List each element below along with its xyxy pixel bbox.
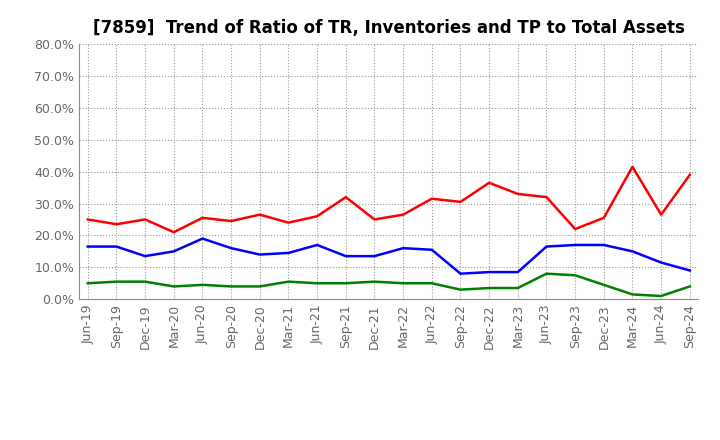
Trade Receivables xyxy=(370,217,379,222)
Inventories xyxy=(628,249,636,254)
Trade Receivables xyxy=(428,196,436,202)
Trade Payables xyxy=(628,292,636,297)
Trade Receivables xyxy=(485,180,493,185)
Inventories xyxy=(571,242,580,248)
Trade Payables xyxy=(370,279,379,284)
Title: [7859]  Trend of Ratio of TR, Inventories and TP to Total Assets: [7859] Trend of Ratio of TR, Inventories… xyxy=(93,19,685,37)
Trade Payables xyxy=(542,271,551,276)
Trade Payables xyxy=(485,286,493,291)
Trade Receivables xyxy=(542,194,551,200)
Trade Payables xyxy=(399,281,408,286)
Inventories xyxy=(341,253,350,259)
Inventories xyxy=(227,246,235,251)
Trade Payables xyxy=(141,279,150,284)
Trade Receivables xyxy=(198,215,207,220)
Trade Receivables xyxy=(513,191,522,197)
Trade Payables xyxy=(341,281,350,286)
Inventories xyxy=(657,260,665,265)
Trade Receivables xyxy=(169,230,178,235)
Line: Trade Receivables: Trade Receivables xyxy=(88,167,690,232)
Trade Payables xyxy=(198,282,207,287)
Trade Receivables xyxy=(256,212,264,217)
Inventories xyxy=(600,242,608,248)
Trade Payables xyxy=(657,293,665,299)
Inventories xyxy=(312,242,321,248)
Trade Receivables xyxy=(84,217,92,222)
Inventories xyxy=(284,250,293,256)
Inventories xyxy=(84,244,92,249)
Inventories xyxy=(485,269,493,275)
Trade Payables xyxy=(513,286,522,291)
Trade Payables xyxy=(685,284,694,289)
Trade Receivables xyxy=(399,212,408,217)
Trade Receivables xyxy=(600,215,608,220)
Trade Payables xyxy=(456,287,465,292)
Trade Receivables xyxy=(341,194,350,200)
Inventories xyxy=(169,249,178,254)
Trade Payables xyxy=(256,284,264,289)
Inventories xyxy=(428,247,436,253)
Trade Payables xyxy=(600,282,608,287)
Inventories xyxy=(513,269,522,275)
Trade Receivables xyxy=(312,214,321,219)
Inventories xyxy=(198,236,207,241)
Trade Receivables xyxy=(571,226,580,231)
Trade Receivables xyxy=(284,220,293,225)
Trade Payables xyxy=(312,281,321,286)
Inventories xyxy=(256,252,264,257)
Line: Inventories: Inventories xyxy=(88,238,690,274)
Trade Receivables xyxy=(628,164,636,169)
Inventories xyxy=(370,253,379,259)
Inventories xyxy=(141,253,150,259)
Inventories xyxy=(399,246,408,251)
Trade Receivables xyxy=(657,212,665,217)
Legend: Trade Receivables, Inventories, Trade Payables: Trade Receivables, Inventories, Trade Pa… xyxy=(156,438,622,440)
Trade Payables xyxy=(284,279,293,284)
Inventories xyxy=(456,271,465,276)
Line: Trade Payables: Trade Payables xyxy=(88,274,690,296)
Trade Receivables xyxy=(685,172,694,177)
Trade Payables xyxy=(571,273,580,278)
Trade Receivables xyxy=(112,222,121,227)
Trade Receivables xyxy=(141,217,150,222)
Trade Receivables xyxy=(227,218,235,224)
Trade Payables xyxy=(227,284,235,289)
Trade Receivables xyxy=(456,199,465,205)
Inventories xyxy=(542,244,551,249)
Trade Payables xyxy=(428,281,436,286)
Trade Payables xyxy=(169,284,178,289)
Inventories xyxy=(112,244,121,249)
Inventories xyxy=(685,268,694,273)
Trade Payables xyxy=(112,279,121,284)
Trade Payables xyxy=(84,281,92,286)
